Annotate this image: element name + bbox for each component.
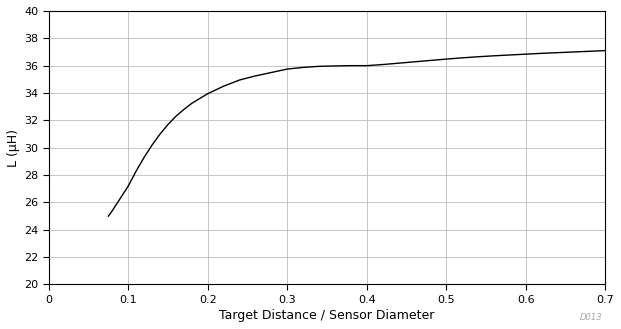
Y-axis label: L (μH): L (μH): [7, 129, 20, 167]
Text: D013: D013: [580, 314, 602, 322]
X-axis label: Target Distance / Sensor Diameter: Target Distance / Sensor Diameter: [219, 309, 435, 322]
